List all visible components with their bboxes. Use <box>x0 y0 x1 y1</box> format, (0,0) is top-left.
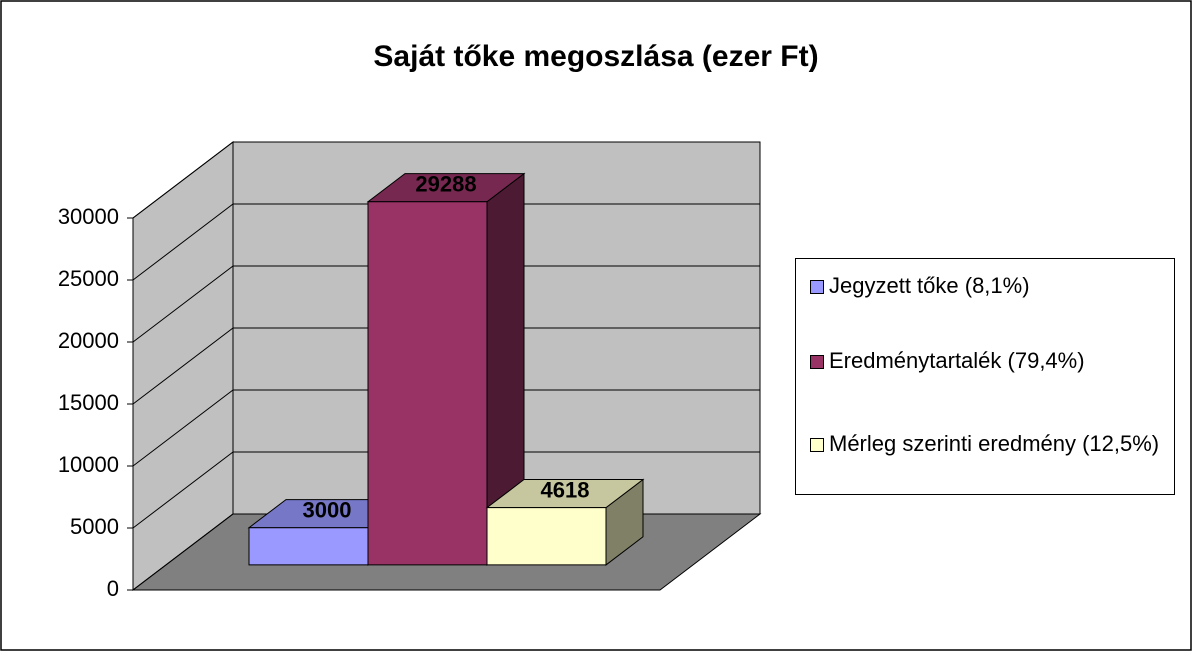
legend-entry: Mérleg szerinti eredmény (12,5%) <box>810 427 1159 461</box>
y-tick-label: 20000 <box>58 328 119 353</box>
grid-line <box>132 327 760 405</box>
legend-label: Eredménytartalék (79,4%) <box>829 348 1085 373</box>
legend-swatch <box>810 355 824 369</box>
data-label: 4618 <box>541 477 590 502</box>
grid-line <box>132 203 760 281</box>
grid-line <box>132 451 760 529</box>
y-tick-label: 15000 <box>58 390 119 415</box>
data-label: 3000 <box>303 497 352 522</box>
chart-title: Saját tőke megoszlása (ezer Ft) <box>373 40 818 73</box>
bar-front <box>486 507 607 566</box>
data-label: 29288 <box>415 172 476 197</box>
bar-front <box>248 527 369 566</box>
legend: Jegyzett tőke (8,1%) Eredménytartalék (79… <box>795 258 1175 495</box>
y-tick-label: 5000 <box>70 514 119 539</box>
legend-entry: Jegyzett tőke (8,1%) <box>810 269 1030 303</box>
legend-entry: Eredménytartalék (79,4%) <box>810 344 1085 378</box>
legend-swatch <box>810 438 824 452</box>
y-tick-label: 30000 <box>58 204 119 229</box>
legend-swatch <box>810 280 824 294</box>
y-tick-label: 25000 <box>58 266 119 291</box>
grid-line <box>132 265 760 343</box>
y-tick-label: 10000 <box>58 452 119 477</box>
grid-line <box>132 141 760 219</box>
bar-front <box>367 201 488 566</box>
legend-label: Mérleg szerinti eredmény (12,5%) <box>829 431 1160 456</box>
grid-line <box>132 389 760 467</box>
y-tick-label: 0 <box>107 576 119 601</box>
legend-label: Jegyzett tőke (8,1%) <box>829 273 1030 298</box>
